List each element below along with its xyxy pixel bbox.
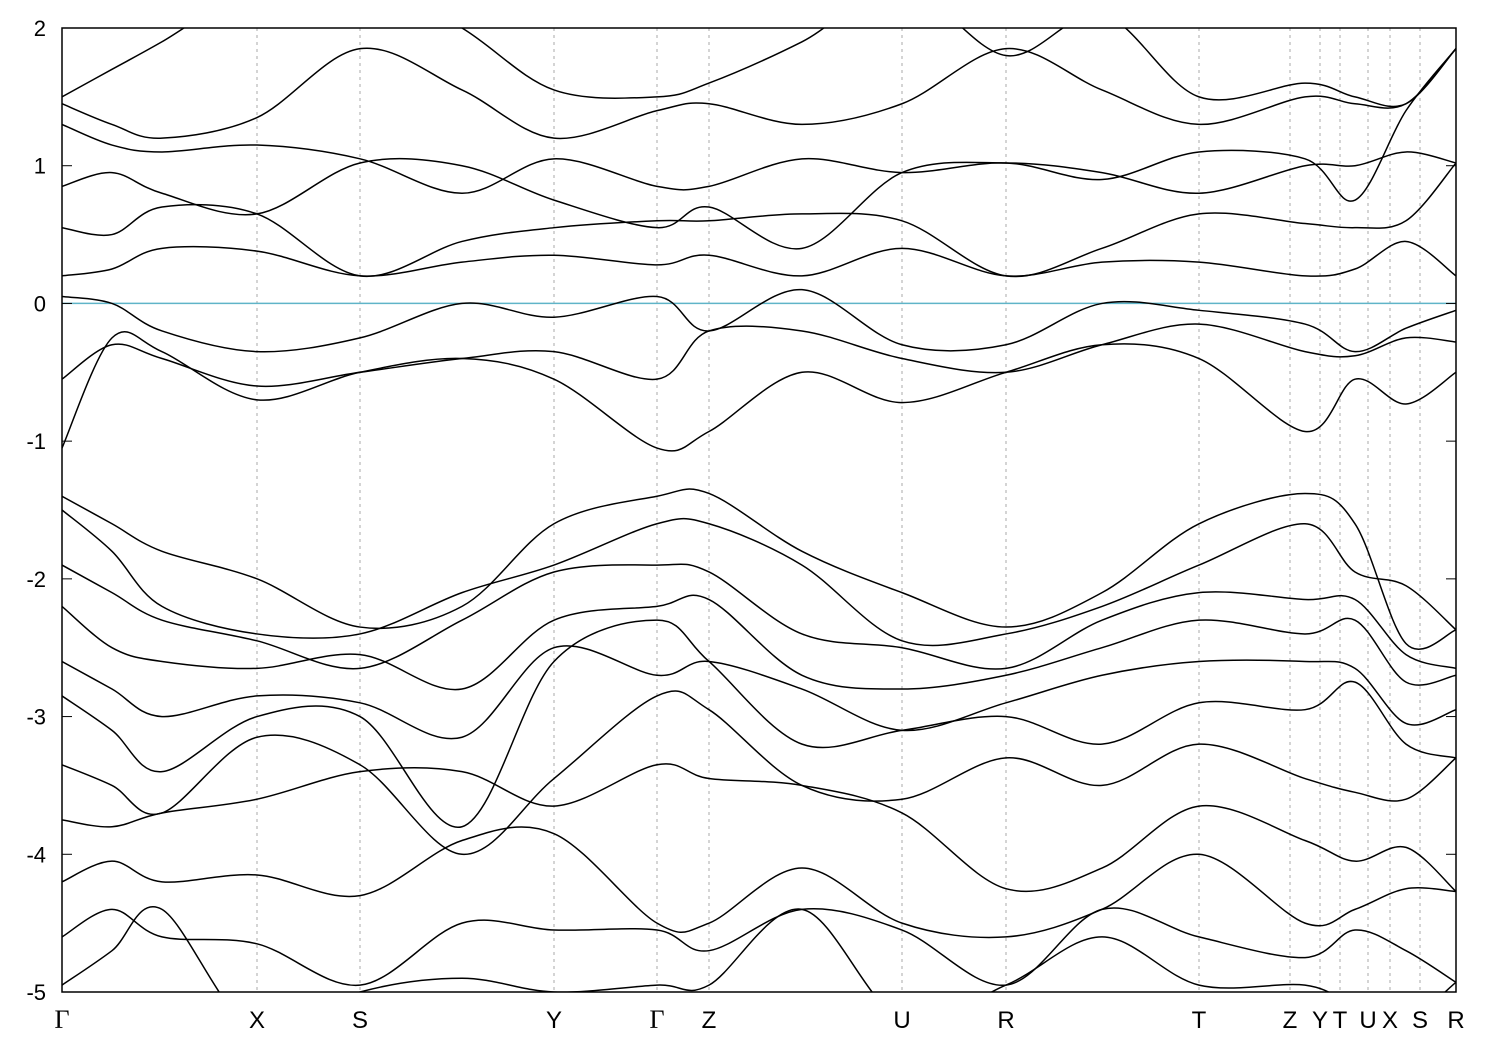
band-line	[62, 47, 1456, 140]
band-line	[62, 645, 1456, 740]
x-tick-label: T	[1333, 1007, 1348, 1034]
y-tick-label: -4	[26, 842, 46, 867]
band-line	[62, 48, 1456, 202]
y-tick-label: -2	[26, 567, 46, 592]
x-tick-label: X	[249, 1007, 265, 1034]
x-tick-label: Γ	[649, 1005, 664, 1034]
x-tick-label: U	[1359, 1007, 1376, 1034]
x-tick-label: R	[997, 1007, 1014, 1034]
y-tick-label: 0	[34, 291, 46, 316]
x-tick-label: S	[1412, 1007, 1428, 1034]
band-line	[62, 690, 1456, 856]
band-line	[62, 331, 1456, 452]
plot-frame	[61, 27, 1457, 993]
x-tick-label: S	[352, 1007, 368, 1034]
x-tick-label: X	[1382, 1007, 1398, 1034]
band-line	[62, 488, 1456, 650]
x-tick-label: R	[1447, 1007, 1464, 1034]
band-line	[62, 509, 1456, 647]
band-line	[62, 907, 1456, 986]
band-line	[62, 763, 1456, 893]
x-tick-label: Y	[546, 1007, 562, 1034]
y-tick-label: -3	[26, 705, 46, 730]
band-line	[62, 240, 1456, 277]
band-line	[62, 826, 1456, 939]
x-tick-label: U	[893, 1007, 910, 1034]
band-line	[62, 151, 1456, 250]
y-tick-label: -1	[26, 429, 46, 454]
y-tick-label: 2	[34, 16, 46, 41]
x-tick-label: Z	[702, 1007, 717, 1034]
y-tick-label: 1	[34, 154, 46, 179]
band-line	[62, 28, 1456, 108]
bands	[62, 28, 1456, 992]
x-tick-label: Y	[1312, 1007, 1328, 1034]
x-tick-label: Z	[1283, 1007, 1298, 1034]
band-line	[62, 323, 1456, 388]
band-line	[62, 619, 1456, 828]
band-line	[62, 288, 1456, 353]
band-line	[62, 563, 1456, 670]
x-tick-label: Γ	[54, 1005, 69, 1034]
band-line	[62, 906, 1456, 992]
band-line	[62, 594, 1456, 691]
x-tick-label: T	[1192, 1007, 1207, 1034]
y-tick-label: -5	[26, 980, 46, 1005]
